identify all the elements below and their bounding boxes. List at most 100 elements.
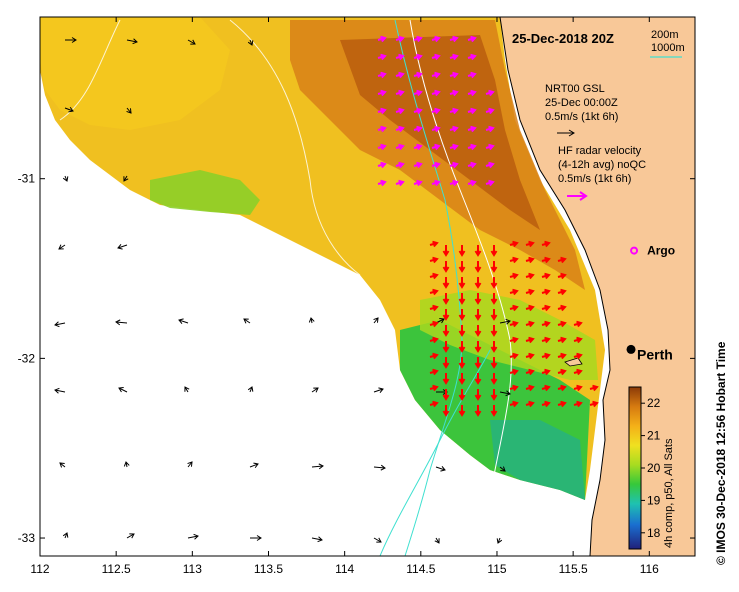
hf-arrow-magenta: [395, 161, 405, 169]
gsl-arrow: [115, 319, 128, 326]
hf-arrow-magenta: [449, 161, 459, 169]
hf-arrow-magenta: [377, 179, 387, 187]
gsl-arrow: [187, 461, 193, 468]
hf-arrow-red: [509, 288, 519, 296]
hf-arrow-red: [509, 384, 519, 392]
hf-arrow-red: [442, 373, 450, 385]
hf-legend-line2: (4-12h avg) noQC: [558, 159, 646, 171]
hf-arrow-red: [541, 400, 551, 408]
hf-arrow-red: [429, 240, 439, 248]
hf-arrow-red: [474, 389, 482, 401]
hf-arrow-magenta: [467, 143, 477, 151]
gsl-arrow: [117, 244, 128, 250]
hf-arrow-red: [429, 288, 439, 296]
hf-arrow-red: [442, 309, 450, 321]
hf-arrow-magenta: [431, 35, 441, 43]
hf-arrow-red: [541, 384, 551, 392]
gsl-arrow: [126, 107, 132, 114]
hf-arrow-red: [429, 368, 439, 376]
hf-arrow-red: [474, 245, 482, 257]
gsl-arrow: [373, 537, 382, 543]
hf-arrow-red: [525, 352, 535, 360]
hf-arrow-magenta: [449, 179, 459, 187]
hf-arrow-red: [573, 368, 583, 376]
gsl-arrow: [54, 387, 66, 394]
gsl-arrow: [187, 533, 199, 540]
gsl-arrow: [435, 466, 446, 472]
hf-arrow-magenta: [377, 71, 387, 79]
plot-frame: [39, 16, 696, 557]
hf-arrow-red: [541, 352, 551, 360]
hf-arrow-red: [429, 256, 439, 264]
hf-arrow-magenta: [449, 107, 459, 115]
gsl-arrow: [496, 537, 503, 544]
hf-arrow-red: [429, 320, 439, 328]
depth-legend-1000m: 1000m: [651, 42, 685, 54]
y-tick-label: -32: [18, 351, 36, 365]
colorbar-tick-label: 20: [647, 461, 661, 475]
hf-arrow-red: [509, 256, 519, 264]
gsl-arrow: [54, 321, 66, 328]
hf-arrow-red: [442, 389, 450, 401]
hf-arrow-magenta: [449, 125, 459, 133]
hf-arrow-red: [442, 357, 450, 369]
hf-arrow-red: [474, 373, 482, 385]
hf-arrow-red: [541, 304, 551, 312]
hf-arrow-magenta: [413, 71, 423, 79]
gsl-arrow: [123, 461, 130, 468]
hf-arrow-red: [557, 352, 567, 360]
hf-arrow-magenta: [431, 179, 441, 187]
hf-arrow-red: [442, 325, 450, 337]
hf-arrow-magenta: [467, 125, 477, 133]
hf-arrow-red: [557, 400, 567, 408]
hf-arrow-red: [490, 357, 498, 369]
hf-arrow-red: [557, 320, 567, 328]
gsl-arrow: [126, 38, 138, 45]
gsl-arrow: [311, 387, 319, 393]
hf-arrow-red: [525, 288, 535, 296]
hf-arrow-red: [509, 336, 519, 344]
gsl-legend-line3: 0.5m/s (1kt 6h): [545, 111, 618, 123]
hf-arrow-red: [525, 256, 535, 264]
y-tick-label: -31: [18, 172, 36, 186]
hf-arrow-red: [429, 384, 439, 392]
hf-arrow-red: [509, 320, 519, 328]
sst-teal-south: [490, 420, 585, 500]
x-tick-label: 114.5: [406, 562, 435, 576]
contour-200m-west: [59, 19, 121, 121]
hf-legend-arrow: [567, 191, 588, 201]
hf-arrow-magenta: [395, 143, 405, 151]
hf-arrow-red: [458, 405, 466, 417]
hf-arrow-red: [509, 240, 519, 248]
hf-arrow-red: [458, 261, 466, 273]
gsl-arrow: [373, 317, 379, 324]
hf-arrow-red: [442, 341, 450, 353]
hf-arrow-magenta: [377, 107, 387, 115]
argo-float-marker: [630, 246, 639, 255]
hf-arrow-magenta: [395, 89, 405, 97]
hf-arrow-magenta: [377, 143, 387, 151]
hf-arrow-red: [458, 389, 466, 401]
hf-arrow-magenta: [413, 35, 423, 43]
gsl-arrow: [62, 532, 69, 539]
hf-arrow-red: [573, 400, 583, 408]
x-tick-label: 113: [183, 562, 202, 576]
hf-arrow-magenta: [449, 35, 459, 43]
hf-arrow-red: [557, 272, 567, 280]
rottnest-island: [564, 357, 583, 367]
y-tick-label: -33: [18, 531, 36, 545]
hf-arrow-red: [490, 373, 498, 385]
hf-arrow-magenta: [431, 71, 441, 79]
hf-arrow-red: [557, 384, 567, 392]
hf-arrow-magenta: [413, 107, 423, 115]
hf-arrow-red: [458, 341, 466, 353]
hf-arrow-red: [490, 261, 498, 273]
hf-arrow-red: [541, 288, 551, 296]
gsl-arrow: [499, 318, 511, 325]
hf-arrow-red: [474, 309, 482, 321]
hf-arrow-magenta: [485, 89, 495, 97]
hf-arrow-magenta: [395, 179, 405, 187]
gsl-arrow: [308, 317, 315, 324]
hf-arrow-red: [429, 336, 439, 344]
hf-arrow-red: [525, 272, 535, 280]
